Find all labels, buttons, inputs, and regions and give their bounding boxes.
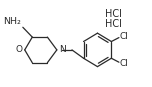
Text: O: O	[16, 45, 23, 54]
Text: N: N	[59, 45, 66, 54]
Text: Cl: Cl	[120, 59, 129, 68]
Text: HCl: HCl	[105, 19, 122, 29]
Text: Cl: Cl	[120, 32, 129, 41]
Text: NH₂: NH₂	[3, 17, 21, 26]
Text: HCl: HCl	[105, 9, 122, 19]
